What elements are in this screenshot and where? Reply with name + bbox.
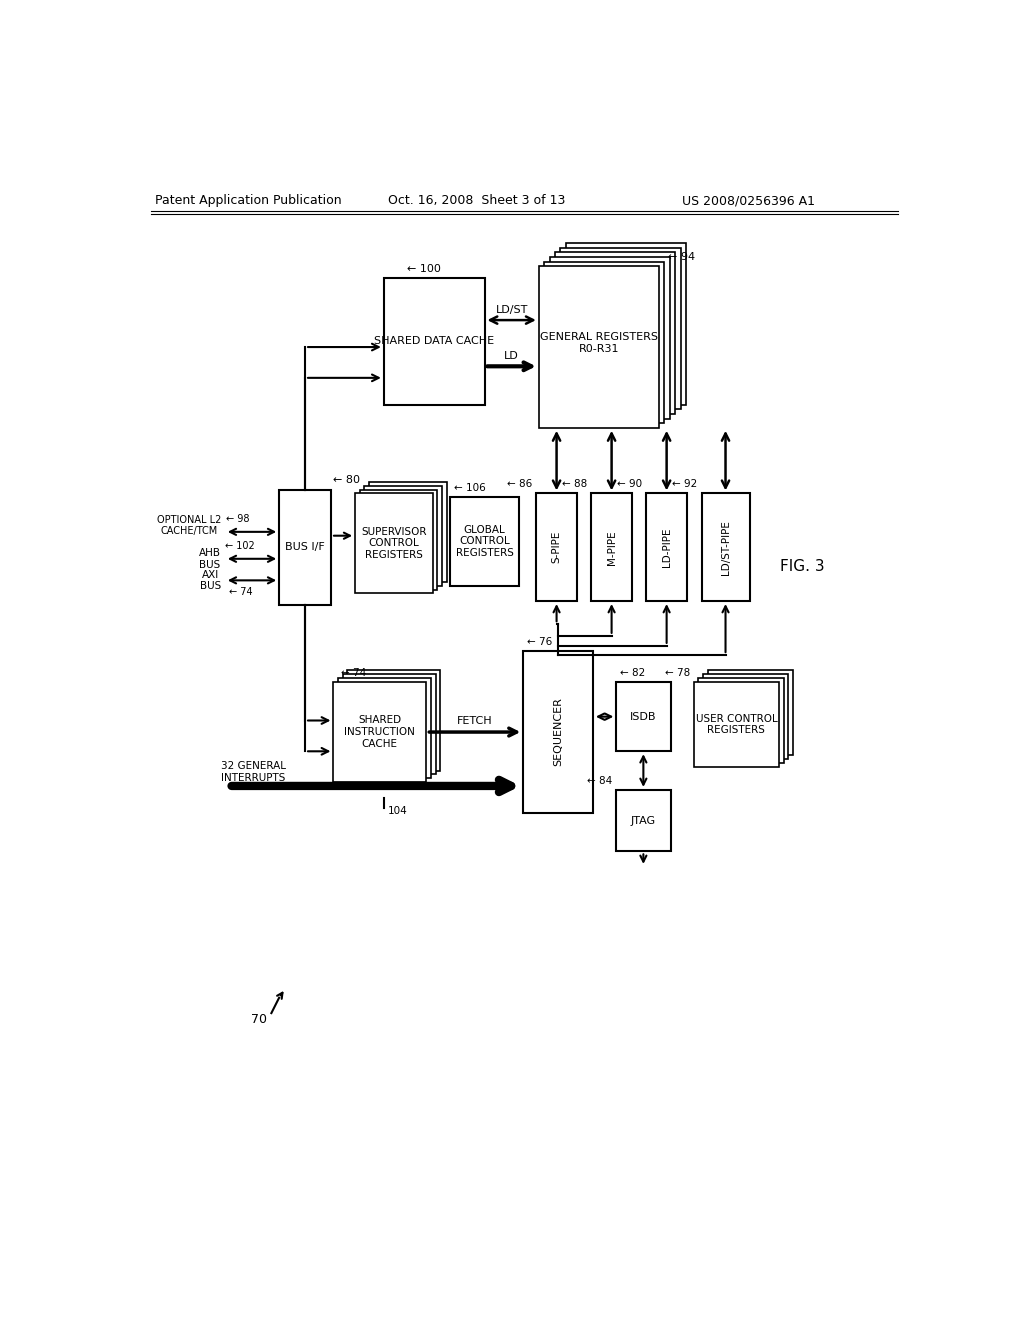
Bar	[338, 678, 431, 779]
Text: AHB
BUS: AHB BUS	[199, 548, 221, 570]
Text: OPTIONAL L2
CACHE/TCM: OPTIONAL L2 CACHE/TCM	[157, 515, 221, 536]
Text: ← 92: ← 92	[673, 479, 697, 490]
Bar	[334, 682, 426, 781]
Text: SEQUENCER: SEQUENCER	[553, 697, 563, 767]
Bar	[369, 482, 446, 582]
Text: ← 86: ← 86	[507, 479, 532, 490]
Bar	[616, 789, 671, 851]
Bar	[693, 682, 779, 767]
Text: ← 78: ← 78	[665, 668, 690, 677]
Text: S-PIPE: S-PIPE	[552, 531, 561, 564]
Bar	[280, 490, 331, 605]
Text: ← 100: ← 100	[407, 264, 441, 273]
Bar	[355, 494, 432, 594]
Bar	[384, 277, 484, 405]
Text: ← 102: ← 102	[225, 541, 255, 550]
Text: ← 80: ← 80	[333, 475, 359, 486]
Text: ← 94: ← 94	[669, 252, 695, 261]
Bar	[544, 261, 665, 424]
Text: 104: 104	[388, 805, 408, 816]
Bar	[616, 682, 671, 751]
Text: ISDB: ISDB	[630, 711, 656, 722]
Bar	[537, 494, 577, 601]
Bar	[555, 252, 675, 414]
Text: JTAG: JTAG	[631, 816, 656, 825]
Text: 70: 70	[252, 1012, 267, 1026]
Text: SUPERVISOR
CONTROL
REGISTERS: SUPERVISOR CONTROL REGISTERS	[361, 527, 427, 560]
Bar	[701, 494, 750, 601]
Text: BUS I/F: BUS I/F	[286, 543, 325, 552]
Bar	[343, 675, 435, 775]
Text: GLOBAL
CONTROL
REGISTERS: GLOBAL CONTROL REGISTERS	[456, 525, 513, 558]
Text: LD/ST: LD/ST	[496, 305, 527, 315]
Bar	[592, 494, 632, 601]
Text: ← 76: ← 76	[527, 638, 552, 647]
Text: 32 GENERAL
INTERRUPTS: 32 GENERAL INTERRUPTS	[221, 762, 286, 783]
Text: ← 90: ← 90	[617, 479, 643, 490]
Text: Oct. 16, 2008  Sheet 3 of 13: Oct. 16, 2008 Sheet 3 of 13	[388, 194, 565, 207]
Text: USER CONTROL
REGISTERS: USER CONTROL REGISTERS	[695, 714, 777, 735]
Text: ← 98: ← 98	[226, 513, 250, 524]
Text: LD: LD	[504, 351, 519, 362]
Text: ← 74: ← 74	[228, 587, 252, 597]
Text: FETCH: FETCH	[457, 717, 493, 726]
Bar	[359, 490, 437, 590]
Text: ← 84: ← 84	[587, 776, 612, 785]
Bar	[539, 267, 658, 428]
Text: US 2008/0256396 A1: US 2008/0256396 A1	[682, 194, 814, 207]
Text: AXI
BUS: AXI BUS	[200, 569, 221, 591]
Bar	[550, 257, 670, 418]
Text: LD-PIPE: LD-PIPE	[662, 528, 672, 568]
Bar	[523, 651, 593, 813]
Text: ← 74: ← 74	[341, 668, 367, 677]
Text: GENERAL REGISTERS
R0-R31: GENERAL REGISTERS R0-R31	[540, 333, 657, 354]
Text: FIG. 3: FIG. 3	[780, 558, 824, 574]
Text: ← 82: ← 82	[621, 668, 645, 677]
Bar	[566, 243, 686, 405]
Bar	[708, 671, 793, 755]
Bar	[365, 486, 442, 586]
Bar	[646, 494, 687, 601]
Bar	[560, 248, 681, 409]
Bar	[698, 678, 783, 763]
Text: SHARED DATA CACHE: SHARED DATA CACHE	[374, 337, 495, 346]
Text: ← 88: ← 88	[562, 479, 588, 490]
Text: M-PIPE: M-PIPE	[606, 529, 616, 565]
Bar	[347, 671, 440, 771]
Bar	[703, 675, 788, 759]
Text: LD/ST-PIPE: LD/ST-PIPE	[721, 520, 730, 574]
Text: SHARED
INSTRUCTION
CACHE: SHARED INSTRUCTION CACHE	[344, 715, 416, 748]
Text: ← 106: ← 106	[454, 483, 485, 492]
Text: Patent Application Publication: Patent Application Publication	[155, 194, 341, 207]
Bar	[450, 498, 519, 586]
